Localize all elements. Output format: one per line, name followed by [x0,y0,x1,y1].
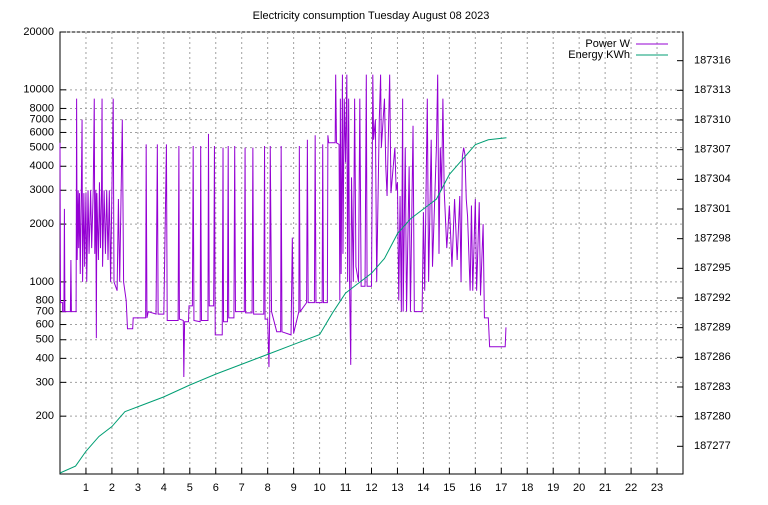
x-tick-label: 10 [313,482,325,494]
y-tick-label: 20000 [23,26,54,38]
x-tick-label: 9 [291,482,297,494]
y-tick-label: 8000 [30,102,54,114]
x-tick-label: 11 [340,482,351,494]
x-tick-label: 12 [365,482,377,494]
y2-tick-label: 187283 [694,381,731,393]
y-tick-label: 500 [36,334,54,346]
series-line [59,137,507,474]
x-tick-label: 2 [109,482,115,494]
y-tick-label: 10000 [23,84,54,96]
chart-title: Electricity consumption Tuesday August 0… [253,10,490,22]
y2-tick-label: 187307 [694,144,731,156]
y-tick-label: 1000 [30,276,54,288]
y-tick-label: 6000 [30,126,54,138]
y2-tick-label: 187292 [694,292,731,304]
y2-tick-label: 187295 [694,262,731,274]
y2-tick-label: 187286 [694,351,731,363]
x-tick-label: 15 [443,482,455,494]
y-tick-label: 600 [36,318,54,330]
y2-tick-label: 187298 [694,233,731,245]
y2-tick-label: 187313 [694,84,731,96]
y-tick-label: 4000 [30,160,54,172]
y-tick-label: 200 [36,410,54,422]
y-tick-label: 800 [36,294,54,306]
series-line [59,74,507,377]
y-tick-label: 400 [36,352,54,364]
x-tick-label: 13 [391,482,403,494]
y2-tick-label: 187289 [694,322,731,334]
x-tick-label: 16 [469,482,481,494]
x-tick-label: 22 [625,482,637,494]
x-tick-label: 17 [495,482,507,494]
x-tick-label: 4 [161,482,167,494]
x-tick-label: 8 [265,482,271,494]
y-tick-label: 2000 [30,218,54,230]
y-tick-label: 300 [36,376,54,388]
x-tick-label: 21 [599,482,611,494]
x-tick-label: 6 [213,482,219,494]
x-tick-label: 14 [417,482,429,494]
legend-label: Energy KWh [568,49,630,61]
y-tick-label: 5000 [30,142,54,154]
x-tick-label: 20 [573,482,585,494]
legend-label: Power W [585,38,630,50]
x-tick-label: 18 [521,482,533,494]
y2-tick-label: 187304 [694,173,731,185]
y-tick-label: 7000 [30,113,54,125]
x-tick-label: 5 [187,482,193,494]
x-tick-label: 23 [651,482,663,494]
x-tick-label: 19 [547,482,559,494]
y2-tick-label: 187310 [694,114,731,126]
x-tick-label: 3 [135,482,141,494]
y2-tick-label: 187316 [694,55,731,67]
y-tick-label: 700 [36,306,54,318]
x-tick-label: 7 [239,482,245,494]
y2-tick-label: 187277 [694,440,731,452]
x-tick-label: 1 [83,482,89,494]
y-tick-label: 3000 [30,184,54,196]
y2-tick-label: 187301 [694,203,731,215]
y2-tick-label: 187280 [694,411,731,423]
